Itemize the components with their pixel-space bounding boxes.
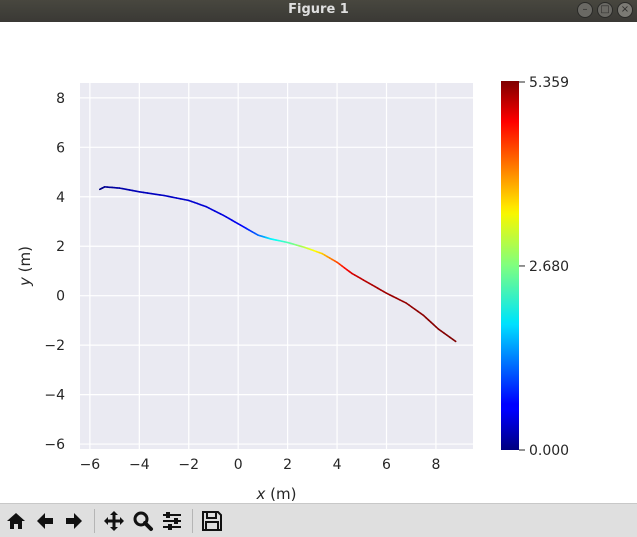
- configure-subplots-button[interactable]: [158, 507, 186, 535]
- colorbar-tick-label: 5.359: [529, 75, 569, 91]
- forward-icon: [66, 512, 82, 529]
- y-tick-label: −6: [44, 437, 65, 453]
- save-icon: [202, 510, 222, 531]
- y-tick-label: 4: [56, 190, 65, 206]
- forward-button[interactable]: [60, 507, 88, 535]
- window-title: Figure 1: [288, 2, 349, 17]
- x-tick-label: −2: [178, 457, 199, 473]
- y-tick-label: −2: [44, 338, 65, 354]
- x-tick-labels: −6 −4 −2 0 2 4 6 8: [80, 457, 441, 473]
- home-icon: [7, 512, 25, 529]
- navigation-toolbar: [0, 503, 637, 537]
- close-button[interactable]: ×: [617, 2, 633, 18]
- save-button[interactable]: [198, 507, 226, 535]
- colorbar-ticks: 0.000 2.680 5.359: [519, 75, 569, 459]
- y-tick-label: 8: [56, 91, 65, 107]
- y-tick-label: 6: [56, 140, 65, 156]
- x-tick-label: 4: [333, 457, 342, 473]
- x-axis-label: x (m): [256, 485, 297, 503]
- y-tick-labels: −6 −4 −2 0 2 4 6 8: [44, 91, 65, 453]
- configure-subplots-icon: [163, 511, 181, 530]
- zoom-icon: [133, 511, 153, 531]
- y-tick-label: −4: [44, 388, 65, 404]
- x-tick-label: −6: [80, 457, 101, 473]
- x-tick-label: −4: [129, 457, 150, 473]
- toolbar-separator: [94, 508, 95, 533]
- x-tick-label: 0: [234, 457, 243, 473]
- y-tick-label: 0: [56, 289, 65, 305]
- home-button[interactable]: [2, 507, 30, 535]
- colorbar-tick-label: 2.680: [529, 259, 569, 275]
- window-titlebar: Figure 1 – □ ×: [0, 0, 637, 22]
- back-icon: [37, 512, 53, 529]
- zoom-button[interactable]: [129, 507, 157, 535]
- trajectory-line: [98, 186, 457, 343]
- window-controls: – □ ×: [577, 2, 633, 18]
- y-axis-label: y (m): [16, 246, 34, 287]
- figure-svg: −6 −4 −2 0 2 4 6 8 −6 −4 −2 0 2 4 6 8 x (m) y (m) 0.00…: [16, 75, 569, 503]
- x-tick-label: 2: [283, 457, 292, 473]
- toolbar-separator: [192, 508, 193, 533]
- axes-background: [80, 83, 473, 449]
- minimize-button[interactable]: –: [577, 2, 593, 18]
- maximize-button[interactable]: □: [597, 2, 613, 18]
- colorbar-tick-label: 0.000: [529, 443, 569, 459]
- y-tick-label: 2: [56, 239, 65, 255]
- back-button[interactable]: [31, 507, 59, 535]
- colorbar: [501, 81, 519, 450]
- trajectory-segment: [452, 338, 457, 343]
- x-tick-label: 8: [431, 457, 440, 473]
- x-tick-label: 6: [382, 457, 391, 473]
- pan-button[interactable]: [100, 507, 128, 535]
- figure-canvas: −6 −4 −2 0 2 4 6 8 −6 −4 −2 0 2 4 6 8 x (m) y (m) 0.00…: [0, 22, 637, 503]
- grid-lines: [80, 83, 473, 449]
- pan-icon: [104, 510, 124, 531]
